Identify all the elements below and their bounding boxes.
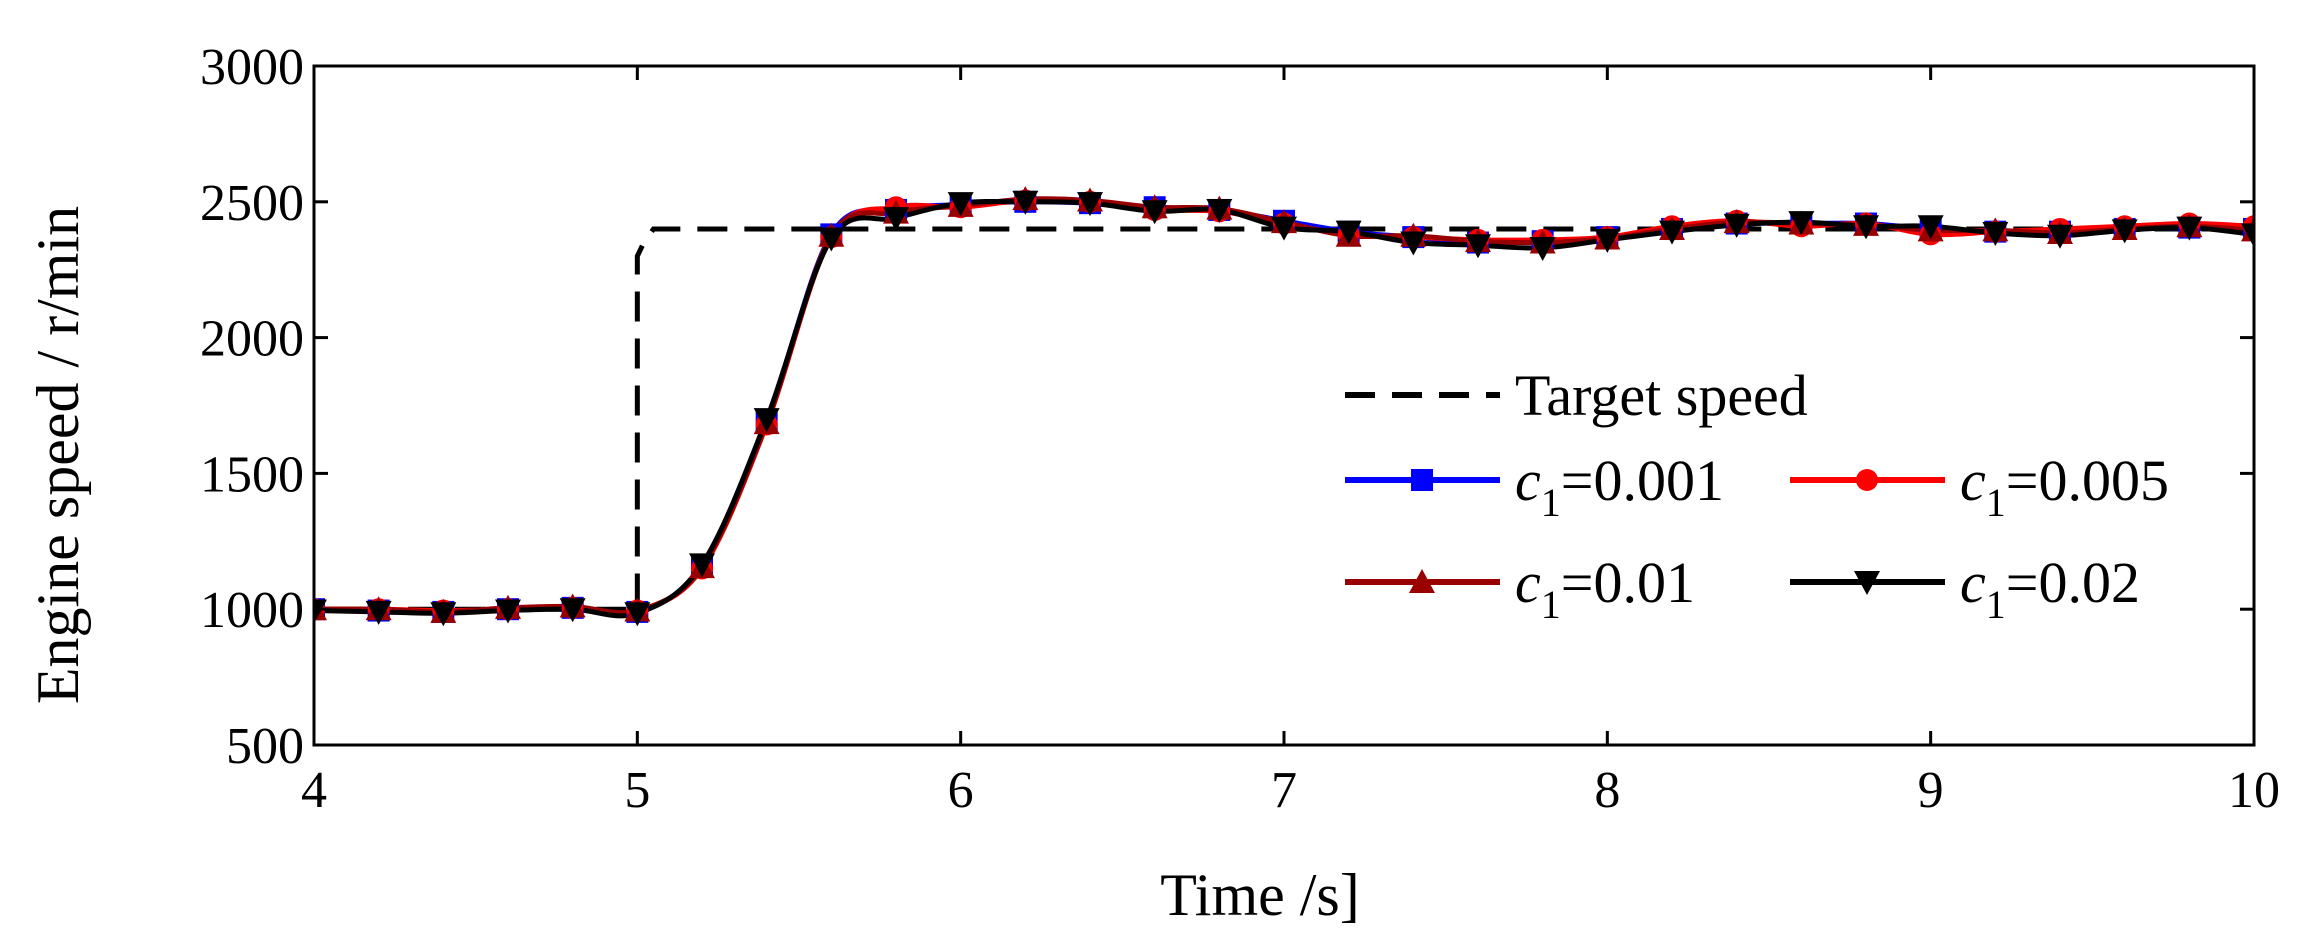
legend-marker-series-4: [1854, 571, 1880, 595]
legend-label-value: =0.01: [1561, 550, 1695, 615]
plot-area: [314, 186, 2254, 627]
legend-label-variable: c: [1515, 550, 1541, 615]
series-4-marker: [1594, 228, 1621, 253]
legend-item-series-4: c1=0.02: [1790, 550, 2140, 627]
legend-label-series-1: c1=0.001: [1515, 448, 1724, 525]
y-axis-title: Engine speed / r/min: [25, 206, 91, 704]
x-tick-label: 8: [1594, 762, 1620, 819]
series-4-marker: [1271, 216, 1297, 241]
series-4-marker: [689, 553, 715, 578]
legend-label-series-3: c1=0.01: [1515, 550, 1695, 627]
y-tick-label: 1500: [200, 446, 304, 503]
series-4-marker: [1853, 215, 1879, 240]
series-4-marker: [365, 600, 392, 625]
x-axis-title: Time /s]: [1160, 862, 1360, 928]
target-speed-line: [314, 226, 2254, 612]
series-4-marker: [495, 599, 521, 624]
series-4-marker: [559, 598, 586, 623]
series-4-marker: [1917, 215, 1944, 240]
series-4-marker: [2241, 223, 2254, 248]
series-4-marker: [818, 227, 845, 252]
legend-marker-series-3: [1409, 569, 1435, 593]
y-tick-label: 2500: [200, 175, 304, 232]
x-tick-label: 10: [2228, 762, 2280, 819]
series-4-marker: [1400, 231, 1427, 256]
series-4-marker: [2176, 216, 2203, 241]
series-4-marker: [1012, 190, 1039, 215]
series-4-marker: [1529, 236, 1556, 261]
legend-label-value: =0.005: [2006, 448, 2169, 513]
legend-label-value: =0.02: [2006, 550, 2140, 615]
legend-item-series-2: c1=0.005: [1790, 448, 2169, 525]
legend-label-subscript: 1: [1541, 480, 1561, 525]
series-4-marker: [1982, 222, 2009, 247]
legend-label-subscript: 1: [1541, 582, 1561, 627]
y-tick-label: 1000: [200, 582, 304, 639]
series-4-marker: [2047, 224, 2073, 249]
legend-label-series-4: c1=0.02: [1960, 550, 2140, 627]
series-4-marker: [1788, 211, 1815, 236]
series-4-marker: [2111, 219, 2138, 244]
series-4-marker: [947, 192, 974, 217]
legend-item-target: Target speed: [1345, 363, 1808, 428]
x-tick-label: 6: [948, 762, 974, 819]
legend-marker-series-1: [1411, 469, 1433, 491]
legend-item-series-1: c1=0.001: [1345, 448, 1724, 525]
axes: 4 5 6 7 8 9 10 500 1000 1500 2000 2500 3000: [200, 39, 2280, 819]
legend-label-variable: c: [1515, 448, 1541, 513]
legend-label-series-2: c1=0.005: [1960, 448, 2169, 525]
y-tick-label: 500: [226, 718, 304, 775]
series-4-marker: [314, 599, 327, 624]
series-4-marker: [1335, 220, 1362, 245]
series-4-marker: [1465, 234, 1491, 259]
series-4-marker: [1659, 220, 1685, 245]
series-4-marker: [1141, 200, 1168, 225]
legend-marker-series-2: [1856, 469, 1878, 491]
x-tick-label: 7: [1271, 762, 1297, 819]
legend-label-variable: c: [1960, 550, 1986, 615]
x-tick-label: 4: [301, 762, 327, 819]
y-tick-label: 2000: [200, 311, 304, 368]
series-4-marker: [1206, 198, 1233, 223]
legend-item-series-3: c1=0.01: [1345, 550, 1695, 627]
legend-label-value: =0.001: [1561, 448, 1724, 513]
series-4-marker: [753, 408, 780, 433]
y-tick-label: 3000: [200, 39, 304, 96]
series-4-marker: [883, 207, 909, 232]
series-4-marker: [1723, 213, 1750, 238]
legend-label-variable: c: [1960, 448, 1986, 513]
series-4-marker: [430, 602, 457, 627]
x-tick-label: 9: [1918, 762, 1944, 819]
series-4-marker: [624, 602, 651, 627]
legend-label-subscript: 1: [1986, 582, 2006, 627]
legend-label-subscript: 1: [1986, 480, 2006, 525]
series-4-marker: [1077, 192, 1103, 217]
legend-label-target: Target speed: [1515, 363, 1808, 428]
x-tick-label: 5: [624, 762, 650, 819]
plot-inner: [314, 186, 2254, 627]
